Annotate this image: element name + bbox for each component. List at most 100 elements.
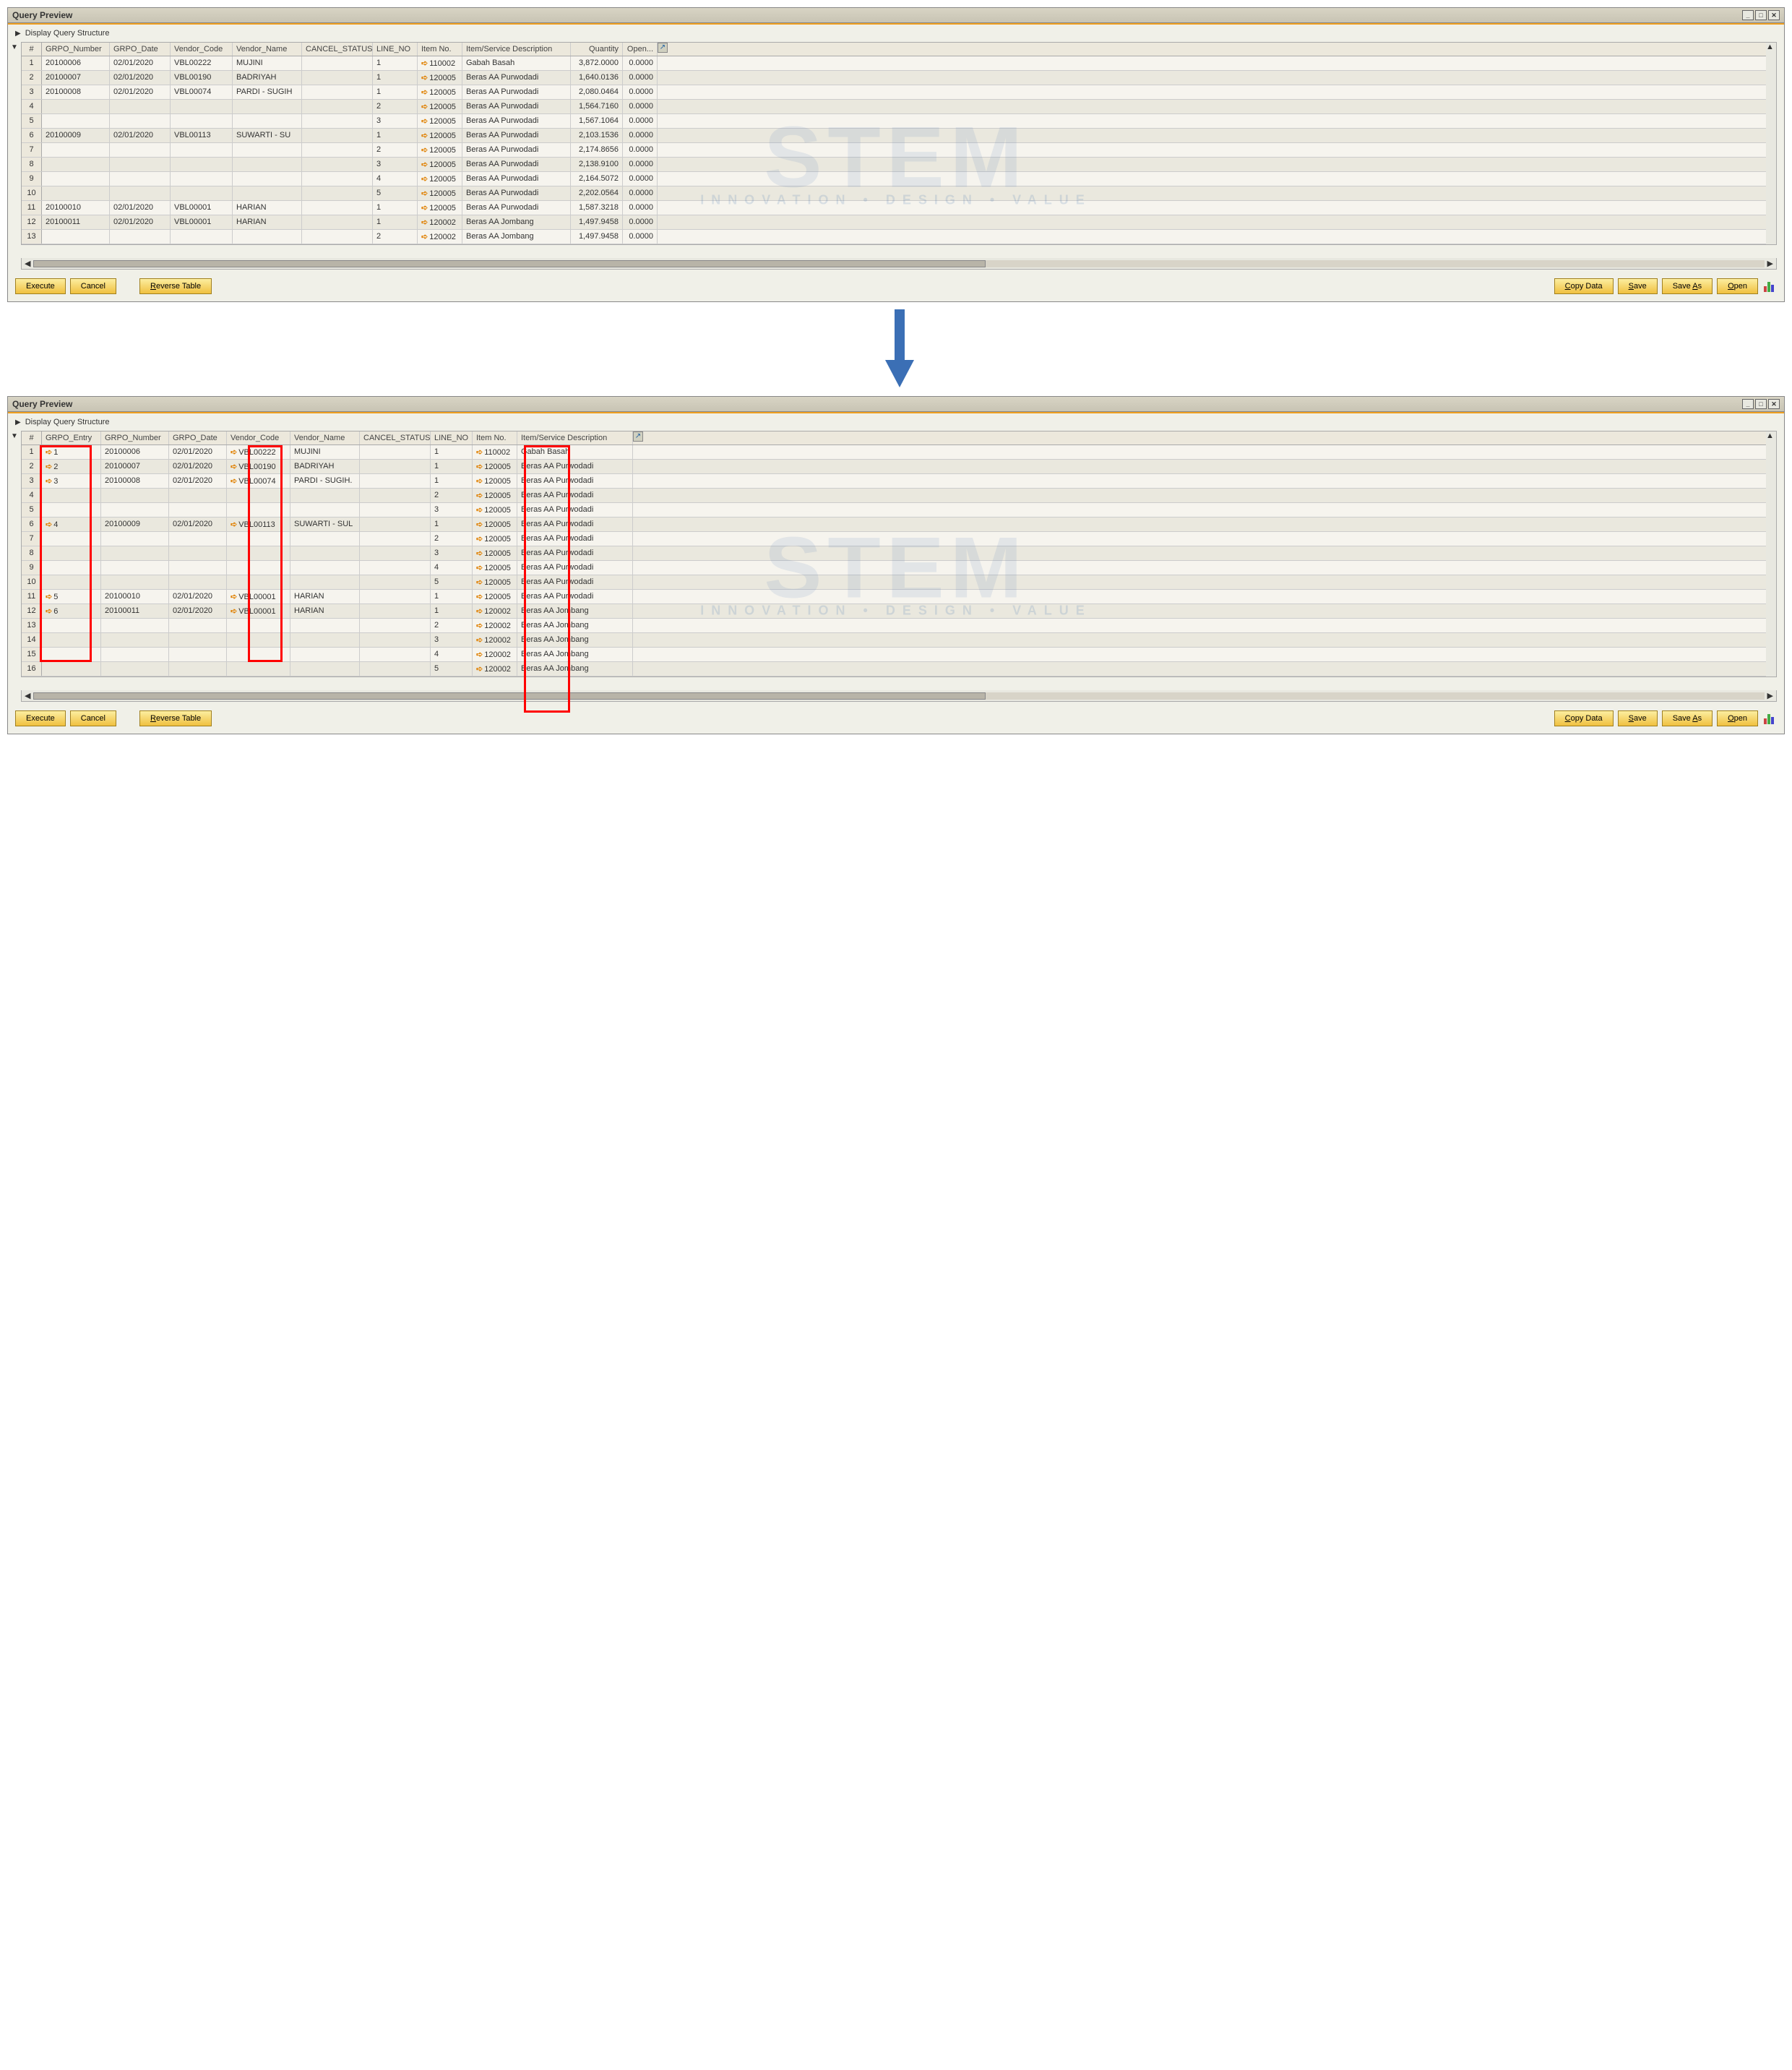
col-header[interactable]: LINE_NO (431, 431, 473, 445)
cell-vendor-code[interactable]: ➪VBL00001 (227, 590, 290, 604)
link-arrow-icon[interactable]: ➪ (421, 160, 428, 169)
cell-item-no[interactable]: ➪120002 (473, 662, 517, 676)
table-row[interactable]: 62010000902/01/2020VBL00113SUWARTI - SU1… (22, 129, 1766, 143)
col-header[interactable]: Item No. (418, 43, 462, 56)
link-arrow-icon[interactable]: ➪ (421, 203, 428, 212)
cell-item-no[interactable]: ➪120005 (473, 460, 517, 473)
cell-item-no[interactable]: ➪120002 (473, 604, 517, 618)
copy-data-button[interactable]: Copy Data (1554, 710, 1614, 726)
cell-vendor-code[interactable]: ➪VBL00074 (227, 474, 290, 488)
link-arrow-icon[interactable]: ➪ (421, 59, 428, 68)
cell-item-no[interactable]: ➪120005 (473, 518, 517, 531)
table-row[interactable]: 72➪120005Beras AA Purwodadi (22, 532, 1766, 546)
cell-item-no[interactable]: ➪120005 (473, 489, 517, 502)
link-arrow-icon[interactable]: ➪ (476, 520, 483, 529)
cell-grpo-entry[interactable]: ➪1 (42, 445, 101, 459)
table-row[interactable]: 12➪62010001102/01/2020➪VBL00001HARIAN1➪1… (22, 604, 1766, 619)
table-row[interactable]: 154➪120002Beras AA Jombang (22, 648, 1766, 662)
cell-item-no[interactable]: ➪120002 (418, 230, 462, 244)
table-row[interactable]: 143➪120002Beras AA Jombang (22, 633, 1766, 648)
table-row[interactable]: 72➪120005Beras AA Purwodadi2,174.86560.0… (22, 143, 1766, 158)
cell-item-no[interactable]: ➪110002 (418, 56, 462, 70)
cell-item-no[interactable]: ➪120005 (418, 129, 462, 142)
cell-item-no[interactable]: ➪120005 (418, 143, 462, 157)
reverse-table-button[interactable]: Reverse Table (139, 710, 212, 726)
cell-item-no[interactable]: ➪120005 (473, 474, 517, 488)
col-header[interactable]: CANCEL_STATUS (302, 43, 373, 56)
copy-data-button[interactable]: Copy Data (1554, 278, 1614, 294)
cell-vendor-code[interactable] (227, 619, 290, 632)
link-arrow-icon[interactable]: ➪ (421, 73, 428, 82)
open-button[interactable]: Open (1717, 710, 1758, 726)
cell-item-no[interactable]: ➪120005 (473, 561, 517, 575)
link-arrow-icon[interactable]: ➪ (476, 664, 483, 674)
cell-item-no[interactable]: ➪120005 (418, 186, 462, 200)
cell-vendor-code[interactable]: ➪VBL00222 (227, 445, 290, 459)
table-row[interactable]: 105➪120005Beras AA Purwodadi2,202.05640.… (22, 186, 1766, 201)
link-arrow-icon[interactable]: ➪ (421, 102, 428, 111)
link-arrow-icon[interactable]: ➪ (476, 621, 483, 630)
cell-grpo-entry[interactable] (42, 633, 101, 647)
table-row[interactable]: 32010000802/01/2020VBL00074PARDI - SUGIH… (22, 85, 1766, 100)
cell-item-no[interactable]: ➪120005 (418, 100, 462, 113)
save-as-button[interactable]: Save As (1662, 278, 1713, 294)
link-arrow-icon[interactable]: ➪ (476, 447, 483, 457)
link-arrow-icon[interactable]: ➪ (476, 592, 483, 601)
save-button[interactable]: Save (1618, 278, 1658, 294)
cell-item-no[interactable]: ➪120005 (418, 172, 462, 186)
col-header[interactable]: CANCEL_STATUS (360, 431, 431, 445)
execute-button[interactable]: Execute (15, 278, 66, 294)
save-as-button[interactable]: Save As (1662, 710, 1713, 726)
col-header[interactable]: Item/Service Description (462, 43, 571, 56)
save-button[interactable]: Save (1618, 710, 1658, 726)
grid-expand-icon[interactable]: ▼ (11, 43, 18, 51)
cell-vendor-code[interactable] (227, 662, 290, 676)
table-row[interactable]: 132➪120002Beras AA Jombang1,497.94580.00… (22, 230, 1766, 244)
col-header[interactable]: GRPO_Number (101, 431, 169, 445)
cell-item-no[interactable]: ➪120002 (473, 633, 517, 647)
link-arrow-icon[interactable]: ➪ (46, 606, 52, 616)
col-header[interactable]: Vendor_Code (171, 43, 233, 56)
col-header[interactable]: Vendor_Code (227, 431, 290, 445)
table-row[interactable]: 6➪42010000902/01/2020➪VBL00113SUWARTI - … (22, 518, 1766, 532)
link-arrow-icon[interactable]: ➪ (476, 577, 483, 587)
cell-grpo-entry[interactable] (42, 662, 101, 676)
table-row[interactable]: 165➪120002Beras AA Jombang (22, 662, 1766, 677)
link-arrow-icon[interactable]: ➪ (231, 476, 237, 486)
link-arrow-icon[interactable]: ➪ (421, 232, 428, 241)
cell-vendor-code[interactable] (227, 633, 290, 647)
cell-grpo-entry[interactable] (42, 503, 101, 517)
link-arrow-icon[interactable]: ➪ (231, 606, 237, 616)
table-row[interactable]: 132➪120002Beras AA Jombang (22, 619, 1766, 633)
table-row[interactable]: 94➪120005Beras AA Purwodadi2,164.50720.0… (22, 172, 1766, 186)
link-arrow-icon[interactable]: ➪ (476, 650, 483, 659)
col-header[interactable]: GRPO_Date (169, 431, 227, 445)
scroll-left-icon[interactable]: ◀ (25, 691, 30, 700)
close-button[interactable]: ✕ (1768, 399, 1780, 409)
expand-grid-icon[interactable]: ↗ (633, 431, 643, 442)
cell-grpo-entry[interactable]: ➪3 (42, 474, 101, 488)
cell-vendor-code[interactable] (227, 532, 290, 546)
link-arrow-icon[interactable]: ➪ (421, 218, 428, 227)
cell-vendor-code[interactable]: ➪VBL00113 (227, 518, 290, 531)
cell-vendor-code[interactable] (227, 503, 290, 517)
link-arrow-icon[interactable]: ➪ (421, 87, 428, 97)
table-row[interactable]: 53➪120005Beras AA Purwodadi1,567.10640.0… (22, 114, 1766, 129)
col-header[interactable]: Vendor_Name (290, 431, 360, 445)
cell-item-no[interactable]: ➪120005 (473, 590, 517, 604)
link-arrow-icon[interactable]: ➪ (46, 592, 52, 601)
table-row[interactable]: 22010000702/01/2020VBL00190BADRIYAH1➪120… (22, 71, 1766, 85)
cancel-button[interactable]: Cancel (70, 710, 116, 726)
table-row[interactable]: 11➪52010001002/01/2020➪VBL00001HARIAN1➪1… (22, 590, 1766, 604)
cell-item-no[interactable]: ➪120005 (418, 114, 462, 128)
table-row[interactable]: 12010000602/01/2020VBL00222MUJINI1➪11000… (22, 56, 1766, 71)
grid-expand-icon[interactable]: ▼ (11, 432, 18, 440)
table-row[interactable]: 112010001002/01/2020VBL00001HARIAN1➪1200… (22, 201, 1766, 215)
table-row[interactable]: 83➪120005Beras AA Purwodadi (22, 546, 1766, 561)
cell-item-no[interactable]: ➪120005 (473, 532, 517, 546)
table-row[interactable]: 3➪32010000802/01/2020➪VBL00074PARDI - SU… (22, 474, 1766, 489)
cell-item-no[interactable]: ➪110002 (473, 445, 517, 459)
cell-item-no[interactable]: ➪120005 (418, 85, 462, 99)
link-arrow-icon[interactable]: ➪ (231, 520, 237, 529)
cell-grpo-entry[interactable] (42, 532, 101, 546)
